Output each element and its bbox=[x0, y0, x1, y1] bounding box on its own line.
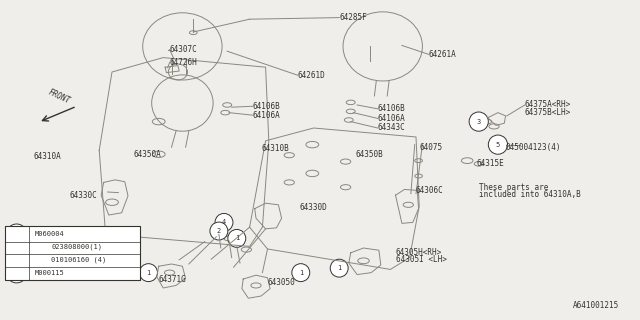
Text: A641001215: A641001215 bbox=[573, 301, 620, 310]
Text: 64075: 64075 bbox=[419, 143, 442, 152]
Text: 3: 3 bbox=[477, 119, 481, 124]
Text: 64375B<LH>: 64375B<LH> bbox=[525, 108, 571, 117]
Text: 045004123(4): 045004123(4) bbox=[506, 143, 561, 152]
Text: 64350B: 64350B bbox=[355, 150, 383, 159]
Text: 64330D: 64330D bbox=[300, 204, 327, 212]
Text: 1: 1 bbox=[147, 270, 150, 276]
Text: 64315E: 64315E bbox=[477, 159, 504, 168]
Text: N: N bbox=[39, 244, 43, 250]
Text: 64371G: 64371G bbox=[159, 275, 186, 284]
Text: 64375A<RH>: 64375A<RH> bbox=[525, 100, 571, 109]
Text: 1: 1 bbox=[337, 265, 341, 271]
Ellipse shape bbox=[6, 237, 27, 257]
Ellipse shape bbox=[33, 239, 49, 255]
Ellipse shape bbox=[6, 250, 27, 270]
Text: 64285F: 64285F bbox=[339, 13, 367, 22]
Ellipse shape bbox=[469, 112, 488, 131]
Text: 64330C: 64330C bbox=[69, 191, 97, 200]
Ellipse shape bbox=[228, 229, 246, 247]
Text: These parts are: These parts are bbox=[479, 183, 548, 192]
Text: 1: 1 bbox=[15, 231, 19, 237]
Text: 64350A: 64350A bbox=[133, 150, 161, 159]
Ellipse shape bbox=[488, 135, 508, 154]
Text: 3: 3 bbox=[15, 257, 19, 263]
Text: 64106B: 64106B bbox=[253, 102, 280, 111]
Text: 2: 2 bbox=[217, 228, 221, 234]
Ellipse shape bbox=[210, 222, 228, 240]
Ellipse shape bbox=[292, 264, 310, 282]
Text: 64305I <LH>: 64305I <LH> bbox=[396, 255, 446, 264]
Text: 64261A: 64261A bbox=[429, 50, 456, 59]
Text: FRONT: FRONT bbox=[47, 88, 71, 106]
Text: included into 64310A,B: included into 64310A,B bbox=[479, 190, 580, 199]
Text: 64307C: 64307C bbox=[170, 45, 197, 54]
Text: 4: 4 bbox=[222, 220, 226, 225]
Text: 023808000(1): 023808000(1) bbox=[51, 244, 102, 250]
Bar bbox=[5, 226, 140, 280]
Ellipse shape bbox=[6, 262, 27, 283]
Text: 64310A: 64310A bbox=[33, 152, 61, 161]
Ellipse shape bbox=[6, 224, 27, 244]
Text: 64106A: 64106A bbox=[378, 114, 405, 123]
Text: 64106B: 64106B bbox=[378, 104, 405, 113]
Ellipse shape bbox=[140, 264, 157, 282]
Ellipse shape bbox=[330, 259, 348, 277]
Text: 64305H<RH>: 64305H<RH> bbox=[396, 248, 442, 257]
Text: 643050: 643050 bbox=[268, 278, 295, 287]
Text: 64343C: 64343C bbox=[378, 124, 405, 132]
Text: 64106A: 64106A bbox=[253, 111, 280, 120]
Text: 64306C: 64306C bbox=[416, 186, 444, 195]
Ellipse shape bbox=[33, 252, 49, 268]
Text: 64310B: 64310B bbox=[261, 144, 289, 153]
Text: 5: 5 bbox=[496, 142, 500, 148]
Ellipse shape bbox=[215, 213, 233, 231]
Text: 64261D: 64261D bbox=[298, 71, 325, 80]
Text: 4: 4 bbox=[15, 270, 19, 276]
Text: M060004: M060004 bbox=[35, 231, 64, 237]
Text: 64726H: 64726H bbox=[170, 58, 197, 67]
Text: 2: 2 bbox=[15, 244, 19, 250]
Text: B: B bbox=[39, 257, 43, 262]
Text: 010106160 (4): 010106160 (4) bbox=[51, 257, 106, 263]
Text: M000115: M000115 bbox=[35, 270, 64, 276]
Text: 1: 1 bbox=[299, 270, 303, 276]
Text: 1: 1 bbox=[235, 236, 239, 241]
